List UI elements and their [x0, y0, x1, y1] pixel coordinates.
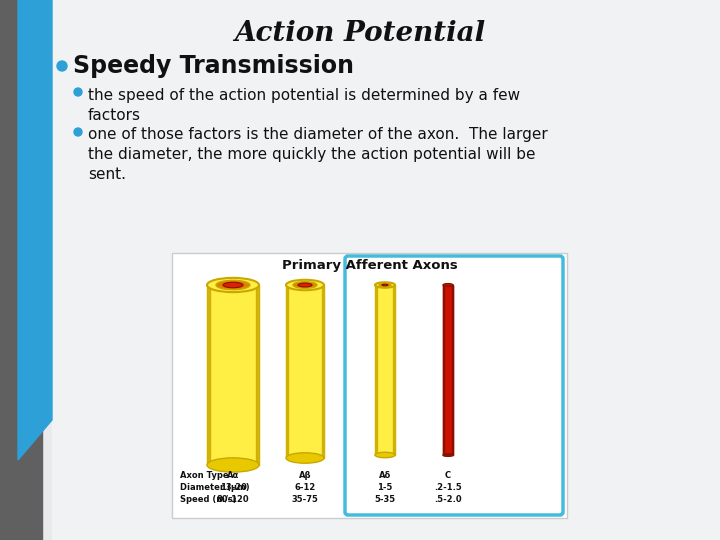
Bar	[375, 285, 395, 455]
Ellipse shape	[207, 458, 259, 472]
Text: Aδ: Aδ	[379, 471, 391, 481]
Text: the speed of the action potential is determined by a few
factors: the speed of the action potential is det…	[88, 88, 520, 123]
Bar	[0, 0, 42, 540]
Ellipse shape	[382, 284, 388, 286]
Ellipse shape	[379, 284, 391, 287]
Text: C: C	[445, 471, 451, 481]
Text: 80-120: 80-120	[217, 496, 249, 504]
Text: Action Potential: Action Potential	[235, 20, 485, 47]
Bar	[286, 285, 324, 458]
Ellipse shape	[298, 283, 312, 287]
Text: Aα: Aα	[227, 471, 239, 481]
Bar	[207, 285, 210, 465]
Polygon shape	[18, 0, 52, 460]
Ellipse shape	[216, 280, 250, 289]
Ellipse shape	[443, 454, 453, 456]
Bar	[393, 285, 395, 455]
Bar	[443, 285, 444, 455]
Bar	[207, 285, 259, 465]
Bar	[256, 285, 259, 465]
Ellipse shape	[286, 453, 324, 463]
Ellipse shape	[286, 280, 324, 290]
Text: Speedy Transmission: Speedy Transmission	[73, 54, 354, 78]
Text: .5-2.0: .5-2.0	[434, 496, 462, 504]
Text: Speed (m/s): Speed (m/s)	[180, 496, 237, 504]
Circle shape	[74, 88, 82, 96]
Text: .2-1.5: .2-1.5	[434, 483, 462, 492]
Circle shape	[57, 61, 67, 71]
Ellipse shape	[375, 453, 395, 458]
Ellipse shape	[207, 278, 259, 292]
Text: 1-5: 1-5	[377, 483, 392, 492]
Text: Axon Type: Axon Type	[180, 471, 229, 481]
Circle shape	[74, 128, 82, 136]
Bar	[322, 285, 324, 458]
Bar	[452, 285, 453, 455]
Ellipse shape	[293, 282, 317, 288]
Text: Aβ: Aβ	[299, 471, 311, 481]
Text: 5-35: 5-35	[374, 496, 395, 504]
Text: one of those factors is the diameter of the axon.  The larger
the diameter, the : one of those factors is the diameter of …	[88, 127, 548, 181]
Bar	[286, 285, 288, 458]
Bar	[443, 285, 453, 455]
Text: Primary Afferent Axons: Primary Afferent Axons	[282, 259, 457, 272]
Ellipse shape	[223, 282, 243, 288]
Bar	[375, 285, 377, 455]
Ellipse shape	[375, 282, 395, 288]
Text: 6-12: 6-12	[294, 483, 315, 492]
Text: 35-75: 35-75	[292, 496, 318, 504]
Bar	[172, 253, 567, 518]
Text: 13-20: 13-20	[220, 483, 246, 492]
Text: Diameter (μm): Diameter (μm)	[180, 483, 250, 492]
Ellipse shape	[443, 284, 453, 286]
